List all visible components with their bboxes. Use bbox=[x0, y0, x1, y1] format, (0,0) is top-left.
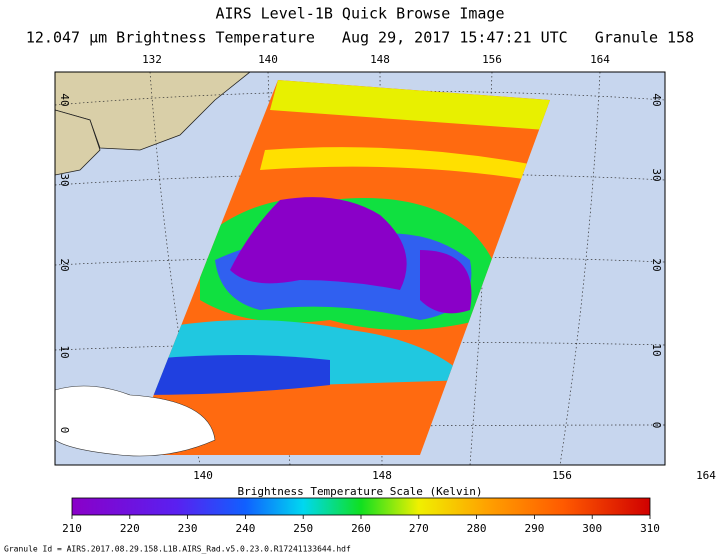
colorbar-tick-label: 310 bbox=[640, 522, 660, 535]
colorbar-tick-label: 220 bbox=[120, 522, 140, 535]
colorbar-title: Brightness Temperature Scale (Kelvin) bbox=[237, 485, 482, 498]
swath-features bbox=[140, 80, 550, 395]
colorbar-tick-label: 240 bbox=[235, 522, 255, 535]
land bbox=[55, 109, 101, 176]
lon-label: 140 bbox=[193, 469, 213, 482]
lon-label: 148 bbox=[370, 53, 390, 66]
lon-label: 148 bbox=[372, 469, 392, 482]
lat-label: 0 bbox=[650, 422, 663, 429]
lat-label: 0 bbox=[58, 427, 71, 434]
colorbar-tick-label: 280 bbox=[467, 522, 487, 535]
colorbar-tick-label: 260 bbox=[351, 522, 371, 535]
colorbar-tick-label: 300 bbox=[582, 522, 602, 535]
inset-globe bbox=[55, 385, 216, 457]
lon-label: 132 bbox=[142, 53, 162, 66]
lat-label: 10 bbox=[650, 343, 663, 356]
lat-label: 10 bbox=[58, 345, 71, 358]
lon-label: 164 bbox=[590, 53, 610, 66]
map-labels: 132 140 148 156 164 140 148 156 164 40 30 20 10 0 40 30… bbox=[58, 53, 716, 482]
colorbar-tick-label: 270 bbox=[409, 522, 429, 535]
colorbar-ticks: 210 220 230 240 250 260 270 280 290 300 310 bbox=[62, 515, 660, 535]
lat-label: 40 bbox=[650, 93, 663, 106]
lat-label: 20 bbox=[58, 258, 71, 271]
lat-label: 30 bbox=[650, 168, 663, 181]
colorbar bbox=[71, 497, 651, 516]
lon-label: 140 bbox=[258, 53, 278, 66]
lat-label: 40 bbox=[58, 93, 71, 106]
lon-label: 156 bbox=[552, 469, 572, 482]
map bbox=[55, 72, 665, 465]
lon-label: 156 bbox=[482, 53, 502, 66]
colorbar-tick-label: 210 bbox=[62, 522, 82, 535]
lat-label: 30 bbox=[58, 173, 71, 186]
map-frame bbox=[54, 71, 666, 466]
colorbar-tick-label: 230 bbox=[178, 522, 198, 535]
title: AIRS Level-1B Quick Browse Image bbox=[216, 5, 505, 23]
colorbar-tick-label: 290 bbox=[524, 522, 544, 535]
lon-label: 164 bbox=[696, 469, 716, 482]
granule-id: Granule Id = AIRS.2017.08.29.158.L1B.AIR… bbox=[4, 545, 351, 554]
subtitle: 12.047 μm Brightness Temperature Aug 29,… bbox=[26, 29, 694, 47]
colorbar-tick-label: 250 bbox=[293, 522, 313, 535]
lat-label: 20 bbox=[650, 258, 663, 271]
